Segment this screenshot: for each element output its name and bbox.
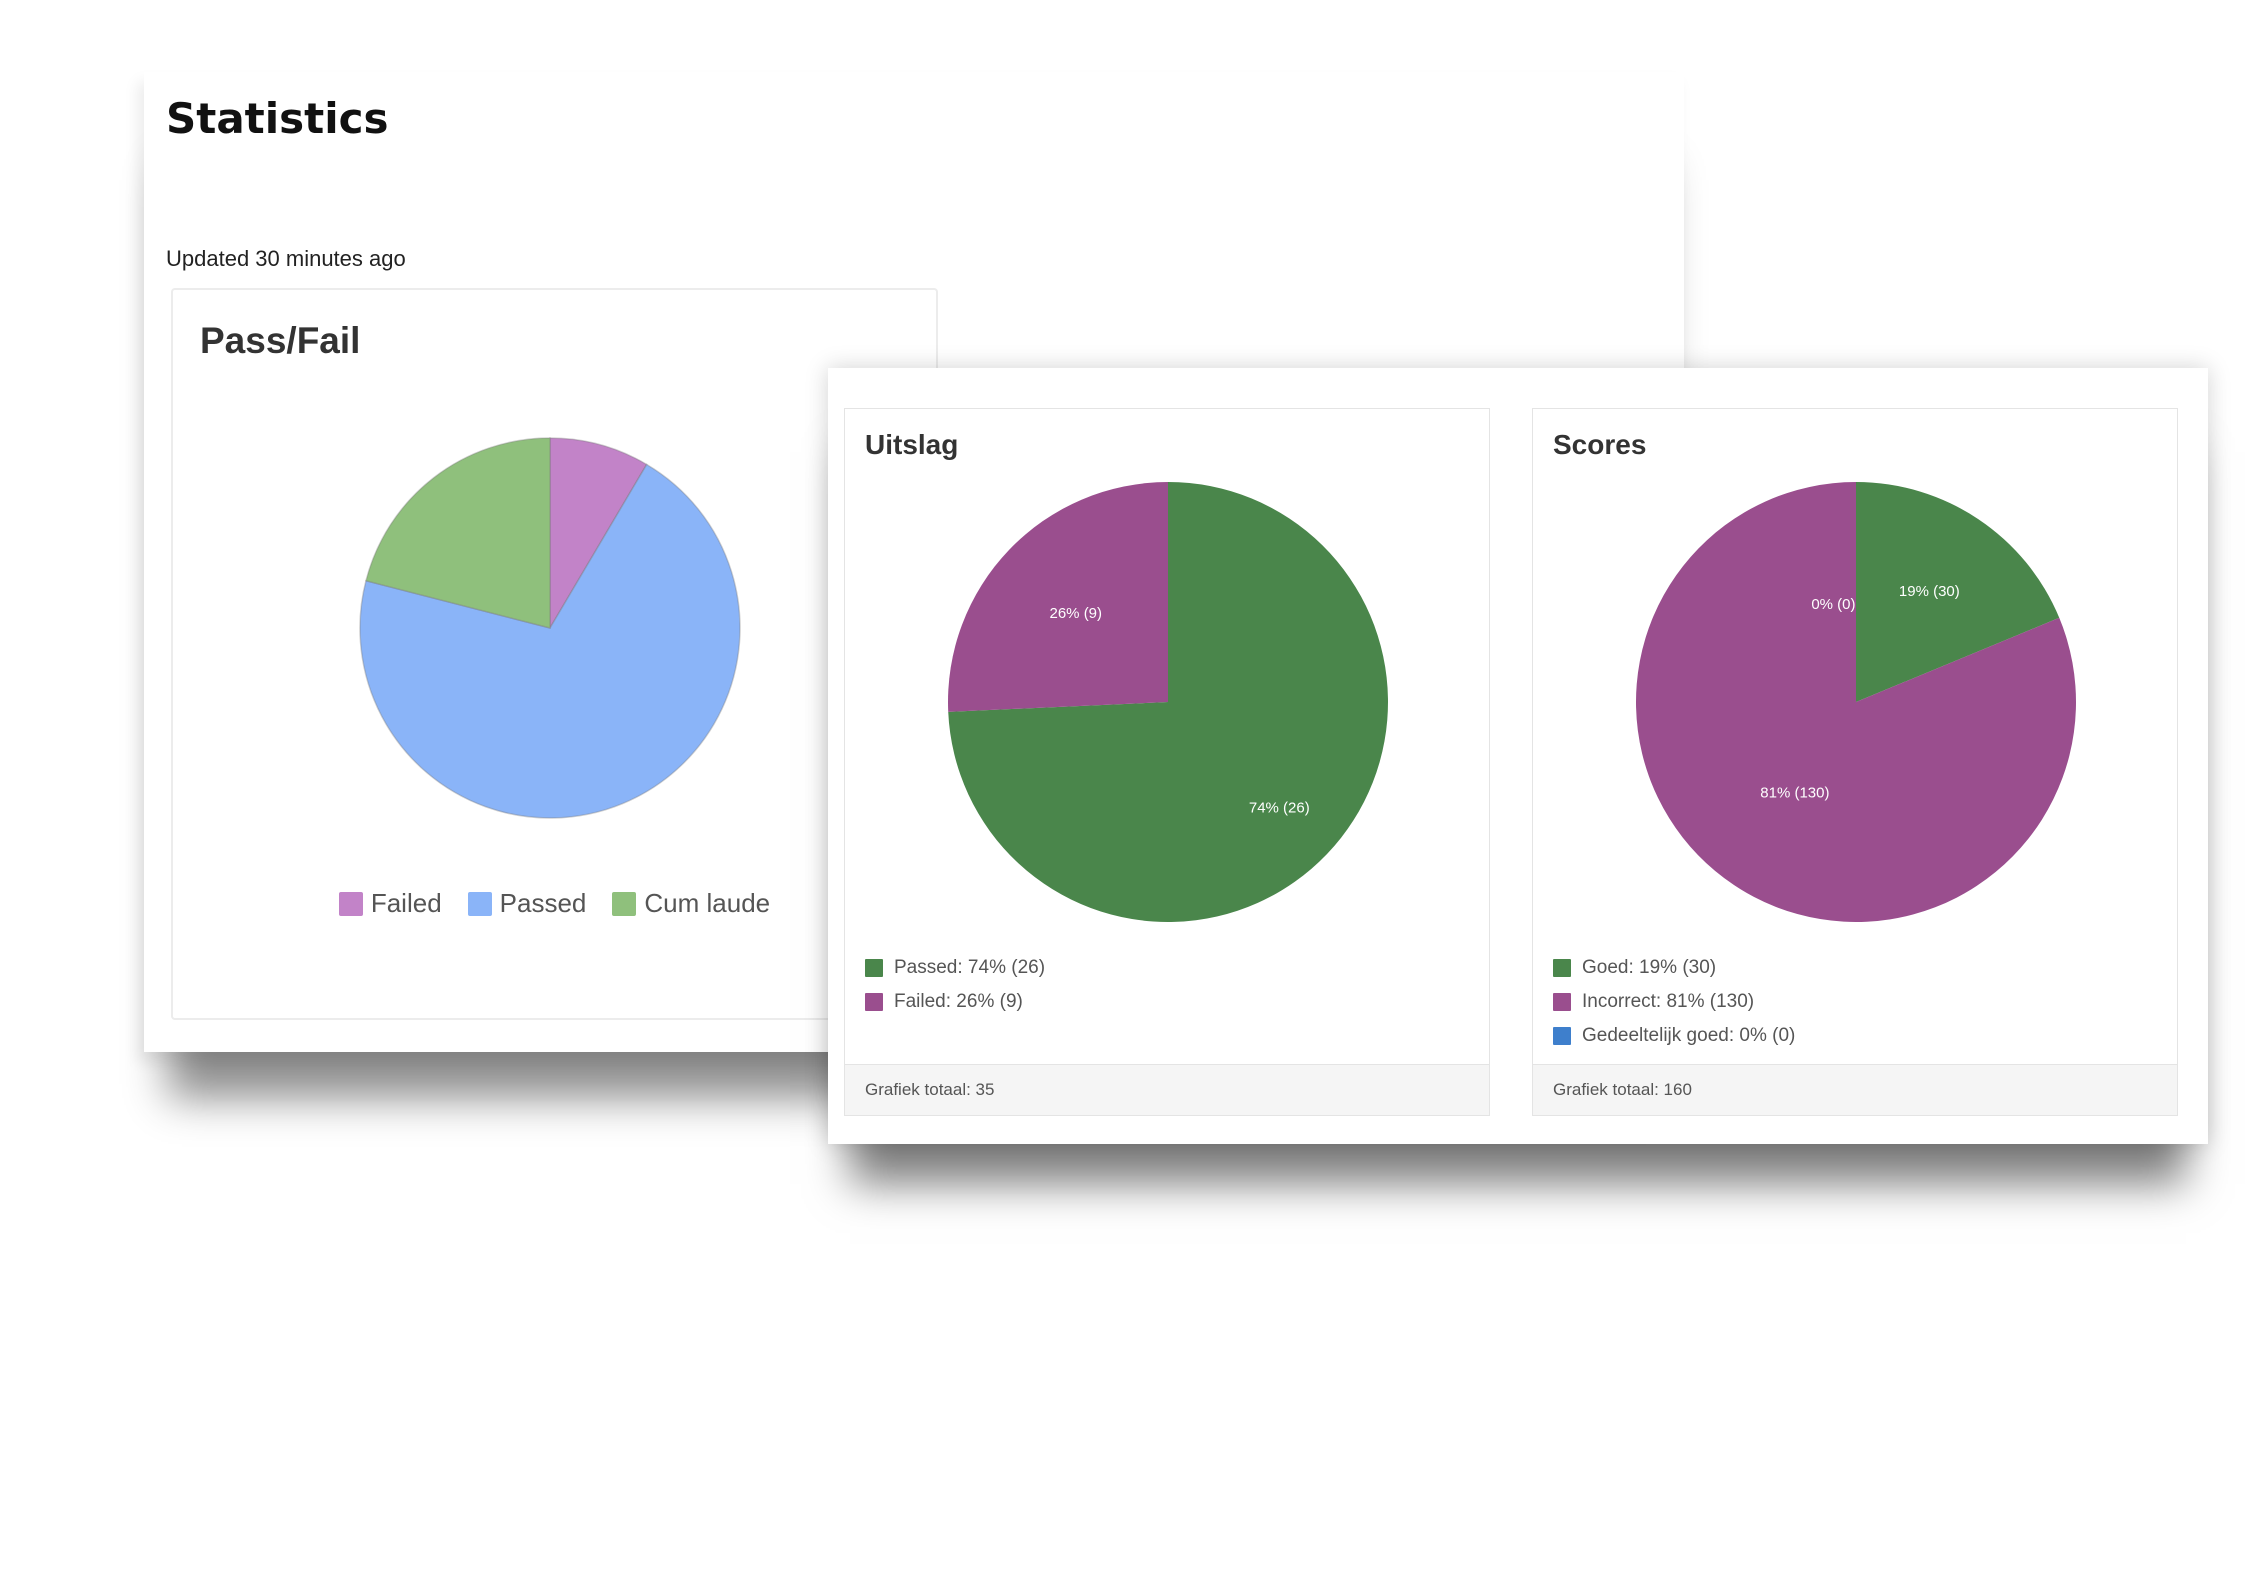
legend-item-failed[interactable]: Failed: 26% (9) [865, 985, 1045, 1019]
legend-item-passed[interactable]: Passed [467, 888, 587, 919]
legend-label: Failed: 26% (9) [894, 991, 1023, 1012]
legend-swatch-passed [467, 891, 492, 916]
slice-label-gedeeltelijk-goed: 0% (0) [1811, 596, 1855, 613]
uitslag-pie-chart: 74% (26) 26% (9) [948, 482, 1388, 922]
pie-slice-failed[interactable] [549, 437, 648, 631]
legend-item-goed[interactable]: Goed: 19% (30) [1553, 951, 1795, 985]
legend-item-incorrect[interactable]: Incorrect: 81% (130) [1553, 985, 1795, 1019]
slice-label-failed: 26% (9) [1050, 605, 1103, 622]
legend-label: Cum laude [644, 888, 771, 918]
legend-label: Incorrect: 81% (130) [1582, 991, 1755, 1012]
pie-slice-passed[interactable] [359, 463, 741, 819]
pie-slice-cum-laude[interactable] [365, 437, 551, 629]
chart-total: Grafiek totaal: 35 [865, 1080, 995, 1099]
pass-fail-title: Pass/Fail [200, 320, 361, 361]
uitslag-title: Uitslag [865, 429, 959, 460]
chart-total: Grafiek totaal: 160 [1553, 1080, 1692, 1099]
legend-swatch-incorrect [1553, 993, 1571, 1011]
legend-label: Gedeeltelijk goed: 0% (0) [1582, 1025, 1796, 1046]
legend-label: Failed [370, 888, 442, 918]
legend-label: Goed: 19% (30) [1582, 957, 1717, 978]
results-panel: Uitslag 74% (26) 26% (9) Passed: 74% (26)… [828, 368, 2208, 1144]
pass-fail-legend: Failed Passed Cum laude [173, 888, 936, 919]
legend-item-failed[interactable]: Failed [338, 888, 442, 919]
scores-pie-chart: 19% (30) 81% (130) 0% (0) [1636, 482, 2076, 922]
scores-title: Scores [1553, 429, 1647, 460]
pie-slice-passed[interactable] [948, 482, 1388, 922]
legend-swatch-failed [865, 993, 883, 1011]
legend-swatch-gedeeltelijk-goed [1553, 1027, 1571, 1045]
legend-label: Passed [499, 888, 587, 918]
pie-slice-goed[interactable] [1856, 482, 2060, 702]
scores-card: Scores 19% (30) 81% (130) 0% (0) Goed: 19%… [1532, 408, 2178, 1116]
legend-item-passed[interactable]: Passed: 74% (26) [865, 951, 1045, 985]
page-title: Statistics [166, 94, 389, 143]
slice-label-goed: 19% (30) [1899, 583, 1960, 600]
updated-timestamp: Updated 30 minutes ago [166, 246, 406, 271]
uitslag-footer: Grafiek totaal: 35 [845, 1064, 1489, 1115]
legend-item-gedeeltelijk-goed[interactable]: Gedeeltelijk goed: 0% (0) [1553, 1019, 1795, 1053]
pie-slice-failed[interactable] [948, 482, 1168, 712]
uitslag-legend: Passed: 74% (26) Failed: 26% (9) [865, 951, 1045, 1019]
legend-label: Passed: 74% (26) [894, 957, 1046, 978]
pass-fail-pie-chart [359, 437, 741, 819]
pie-slice-incorrect[interactable] [1636, 482, 2076, 922]
slice-label-passed: 74% (26) [1249, 799, 1310, 816]
legend-swatch-passed [865, 959, 883, 977]
scores-footer: Grafiek totaal: 160 [1533, 1064, 2177, 1115]
legend-swatch-goed [1553, 959, 1571, 977]
scores-legend: Goed: 19% (30) Incorrect: 81% (130) Gede… [1553, 951, 1795, 1053]
uitslag-card: Uitslag 74% (26) 26% (9) Passed: 74% (26)… [844, 408, 1490, 1116]
legend-swatch-failed [338, 891, 363, 916]
slice-label-incorrect: 81% (130) [1760, 784, 1829, 801]
pass-fail-card: Pass/Fail Failed Passed Cum laude [171, 288, 938, 1020]
legend-item-cum-laude[interactable]: Cum laude [612, 888, 770, 919]
legend-swatch-cum-laude [612, 891, 637, 916]
